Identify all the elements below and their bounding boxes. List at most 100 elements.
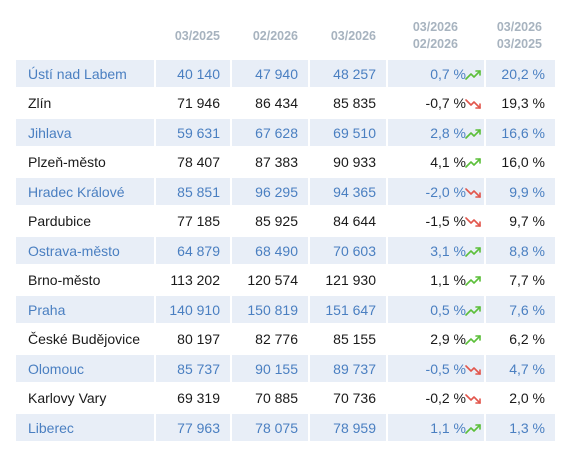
- year-change-value: 1,3 %: [509, 419, 545, 436]
- value-03-2025-cell: 69 319: [156, 385, 230, 412]
- table-body: Ústí nad Labem 40 140 47 940 48 257 0,7 …: [0, 60, 577, 444]
- value-03-2026: 151 647: [325, 301, 376, 318]
- value-03-2025-cell: 40 140: [156, 60, 230, 87]
- value-03-2025: 77 185: [177, 213, 220, 229]
- value-03-2026: 89 737: [333, 360, 376, 377]
- month-change-cell: 1,1 %: [388, 267, 484, 294]
- month-change-cell: -2,0 %: [388, 178, 484, 205]
- value-02-2026: 150 819: [247, 301, 298, 318]
- month-change-value: 1,1 %: [430, 419, 466, 436]
- table-row: Karlovy Vary 69 319 70 885 70 736 -0,2 %…: [0, 385, 577, 412]
- value-02-2026-cell: 68 490: [232, 237, 308, 264]
- value-02-2026: 87 383: [255, 154, 298, 170]
- value-03-2026-cell: 151 647: [310, 296, 386, 323]
- table-row: Jihlava 59 631 67 628 69 510 2,8 % 16,6 …: [0, 119, 577, 146]
- region-name: Brno-město: [28, 272, 101, 288]
- value-03-2025-cell: 85 851: [156, 178, 230, 205]
- table-row: Pardubice 77 185 85 925 84 644 -1,5 % 9,…: [0, 208, 577, 235]
- year-change-value: 9,9 %: [509, 183, 545, 200]
- value-03-2026: 70 736: [333, 390, 376, 406]
- region-name: Pardubice: [28, 213, 92, 229]
- value-03-2025: 59 631: [177, 124, 220, 141]
- year-change-value: 9,7 %: [509, 213, 545, 229]
- value-02-2026-cell: 67 628: [232, 119, 308, 146]
- year-change-cell: 9,9 %: [486, 178, 555, 205]
- value-03-2025: 40 140: [177, 65, 220, 82]
- region-name: Hradec Králové: [28, 183, 125, 200]
- region-name-cell: Brno-město: [16, 267, 154, 294]
- year-change-value: 7,6 %: [509, 301, 545, 318]
- value-02-2026-cell: 87 383: [232, 149, 308, 176]
- value-03-2025: 85 851: [177, 183, 220, 200]
- year-change-cell: 9,7 %: [486, 208, 555, 235]
- header-col-03-2026: 03/2026: [310, 18, 376, 54]
- value-03-2025: 71 946: [177, 95, 220, 111]
- header-col-month-change: 03/2026 02/2026: [388, 18, 458, 54]
- region-name-cell: Liberec: [16, 414, 154, 441]
- value-02-2026: 85 925: [255, 213, 298, 229]
- month-change-value: -2,0 %: [425, 183, 466, 200]
- year-change-value: 2,0 %: [509, 390, 545, 406]
- value-03-2025: 77 963: [177, 419, 220, 436]
- value-03-2025: 64 879: [177, 242, 220, 259]
- value-03-2026-cell: 85 835: [310, 90, 386, 117]
- trend-up-icon: [465, 245, 483, 257]
- month-change-value: 0,5 %: [430, 301, 466, 318]
- value-03-2026: 48 257: [333, 65, 376, 82]
- region-name-cell: Olomouc: [16, 355, 154, 382]
- year-change-cell: 2,0 %: [486, 385, 555, 412]
- month-change-cell: 2,9 %: [388, 326, 484, 353]
- region-name-cell: Ústí nad Labem: [16, 60, 154, 87]
- year-change-value: 6,2 %: [509, 331, 545, 347]
- value-03-2025-cell: 59 631: [156, 119, 230, 146]
- region-name: Jihlava: [28, 124, 72, 141]
- trend-down-icon: [465, 215, 483, 227]
- region-name-cell: Jihlava: [16, 119, 154, 146]
- year-change-value: 16,0 %: [501, 154, 545, 170]
- month-change-cell: -1,5 %: [388, 208, 484, 235]
- value-02-2026: 67 628: [255, 124, 298, 141]
- value-02-2026-cell: 85 925: [232, 208, 308, 235]
- year-change-cell: 16,0 %: [486, 149, 555, 176]
- region-name: České Budějovice: [28, 331, 141, 347]
- year-change-cell: 1,3 %: [486, 414, 555, 441]
- month-change-value: -0,5 %: [425, 360, 466, 377]
- value-03-2025-cell: 77 185: [156, 208, 230, 235]
- value-02-2026-cell: 47 940: [232, 60, 308, 87]
- month-change-cell: 3,1 %: [388, 237, 484, 264]
- month-change-cell: 1,1 %: [388, 414, 484, 441]
- value-02-2026-cell: 70 885: [232, 385, 308, 412]
- region-name-cell: České Budějovice: [16, 326, 154, 353]
- value-03-2025: 69 319: [177, 390, 220, 406]
- value-02-2026-cell: 96 295: [232, 178, 308, 205]
- value-03-2026: 70 603: [333, 242, 376, 259]
- value-02-2026: 120 574: [247, 272, 298, 288]
- value-03-2026-cell: 69 510: [310, 119, 386, 146]
- trend-up-icon: [465, 127, 483, 139]
- value-03-2025-cell: 77 963: [156, 414, 230, 441]
- header-label: 02/2026: [252, 28, 298, 43]
- value-03-2025-cell: 80 197: [156, 326, 230, 353]
- month-change-cell: 0,5 %: [388, 296, 484, 323]
- value-02-2026: 78 075: [255, 419, 298, 436]
- region-name: Olomouc: [28, 360, 85, 377]
- value-02-2026-cell: 120 574: [232, 267, 308, 294]
- value-02-2026: 68 490: [255, 242, 298, 259]
- value-03-2026-cell: 70 603: [310, 237, 386, 264]
- value-03-2025-cell: 113 202: [156, 267, 230, 294]
- month-change-cell: 0,7 %: [388, 60, 484, 87]
- month-change-value: 4,1 %: [430, 154, 466, 170]
- region-name: Zlín: [28, 95, 52, 111]
- header-label-line1: 03/2026: [412, 20, 458, 34]
- value-03-2026-cell: 84 644: [310, 208, 386, 235]
- header-label-line2: 03/2025: [496, 37, 542, 51]
- year-change-cell: 7,7 %: [486, 267, 555, 294]
- value-02-2026-cell: 78 075: [232, 414, 308, 441]
- trend-down-icon: [465, 97, 483, 109]
- trend-up-icon: [465, 422, 483, 434]
- month-change-value: 2,8 %: [430, 124, 466, 141]
- value-02-2026: 82 776: [255, 331, 298, 347]
- table-row: Liberec 77 963 78 075 78 959 1,1 % 1,3 %: [0, 414, 577, 441]
- trend-down-icon: [465, 186, 483, 198]
